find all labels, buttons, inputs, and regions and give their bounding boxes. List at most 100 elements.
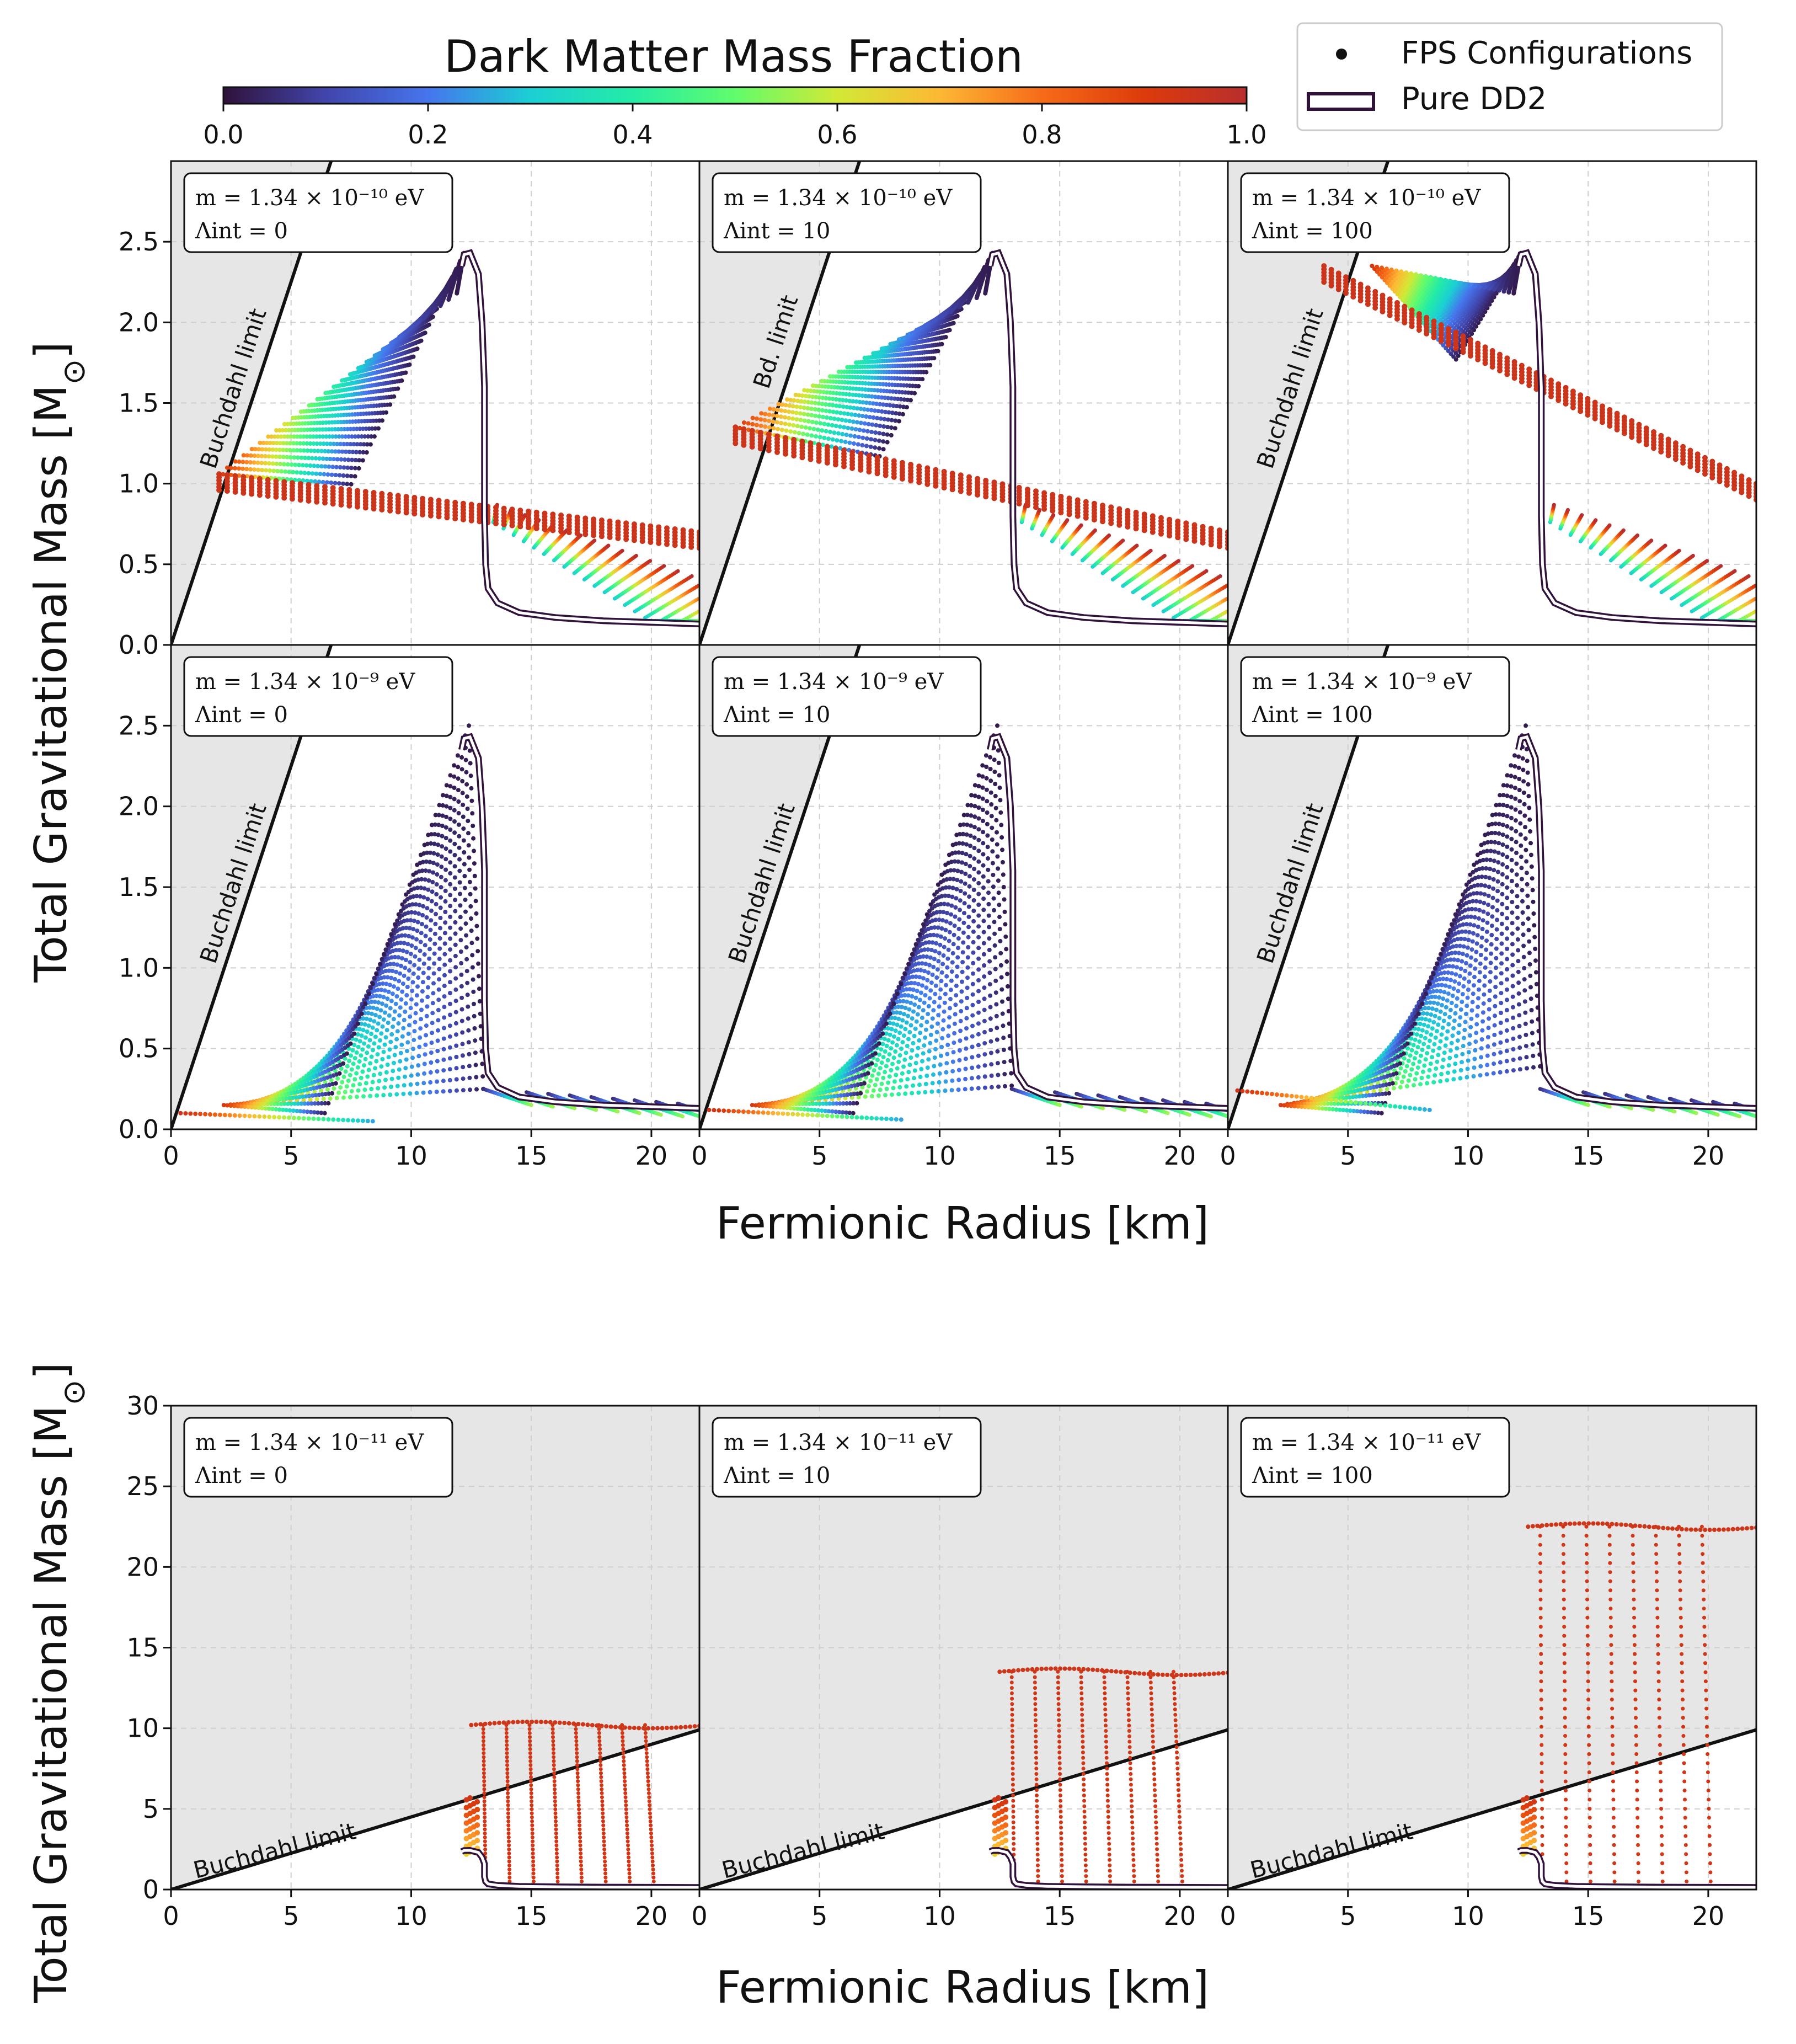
fps-point: [889, 433, 894, 437]
fps-point: [809, 413, 814, 418]
fps-point: [320, 456, 325, 461]
fps-point: [799, 455, 805, 461]
fps-point: [795, 398, 800, 403]
fps-point: [839, 439, 844, 444]
fps-point: [890, 410, 895, 415]
fps-point: [830, 423, 835, 428]
fps-point: [285, 434, 290, 439]
fps-point: [836, 369, 841, 374]
fps-point: [436, 514, 442, 520]
fps-point: [1441, 343, 1446, 348]
fps-point: [873, 437, 878, 442]
fps-point: [991, 495, 997, 501]
fps-point: [862, 421, 867, 426]
fps-point: [815, 389, 820, 394]
fps-point: [275, 469, 280, 473]
fps-point: [354, 426, 359, 431]
fps-point: [975, 492, 981, 498]
fps-point: [304, 478, 309, 483]
fps-point: [829, 444, 834, 449]
fps-point: [819, 378, 824, 383]
fps-point: [550, 527, 556, 533]
fps-point: [1218, 574, 1222, 578]
fps-point: [411, 511, 418, 517]
fps-point: [1162, 553, 1167, 558]
fps-point: [1058, 510, 1064, 516]
fps-point: [863, 393, 868, 398]
fps-point: [314, 427, 319, 432]
fps-point: [446, 297, 451, 302]
fps-point: [820, 396, 825, 401]
fps-point: [287, 469, 292, 474]
fps-point: [340, 434, 345, 439]
fps-point: [811, 426, 816, 431]
fps-point: [908, 398, 913, 403]
fps-point: [379, 507, 385, 513]
fps-point: [311, 441, 316, 446]
fps-point: [893, 418, 898, 423]
fps-point: [350, 450, 355, 455]
fps-point: [1133, 526, 1139, 532]
fps-point: [741, 442, 747, 448]
fps-point: [855, 406, 860, 411]
fps-point: [403, 510, 409, 516]
fps-point: [834, 403, 839, 408]
fps-point: [493, 521, 499, 526]
fps-point: [272, 434, 277, 439]
fps-point: [999, 497, 1006, 503]
fps-point: [277, 447, 282, 452]
fps-point: [358, 442, 363, 447]
fps-point: [851, 419, 856, 424]
fps-point: [889, 396, 894, 401]
fps-point: [1175, 535, 1181, 541]
fps-point: [767, 406, 772, 411]
fps-point: [837, 391, 842, 396]
fps-point: [346, 503, 352, 509]
fps-point: [295, 448, 300, 453]
fps-point: [333, 449, 338, 454]
fps-point: [746, 421, 751, 426]
fps-point: [763, 412, 768, 417]
fps-point: [848, 405, 853, 410]
fps-point: [888, 403, 892, 408]
fps-point: [311, 434, 316, 439]
fps-point: [821, 414, 826, 419]
fps-point: [827, 396, 832, 401]
fps-point: [1141, 527, 1147, 533]
fps-point: [805, 412, 810, 417]
fps-point: [620, 548, 624, 553]
fps-point: [300, 463, 305, 468]
fps-point: [317, 434, 322, 439]
fps-point: [806, 419, 811, 424]
fps-point: [319, 449, 324, 453]
fps-point: [302, 448, 307, 453]
fps-point: [802, 418, 807, 423]
fps-point: [1093, 528, 1097, 532]
fps-point: [881, 447, 886, 452]
fps-point: [304, 434, 309, 439]
fps-point: [817, 395, 822, 400]
fps-point: [361, 442, 366, 447]
y-tick-label: 1.0: [119, 469, 159, 499]
fps-point: [305, 428, 310, 433]
fps-point: [346, 457, 351, 462]
fps-point: [888, 341, 893, 346]
fps-point: [574, 530, 580, 536]
fps-point: [858, 467, 864, 473]
fps-point: [295, 434, 300, 439]
fps-point: [778, 414, 783, 419]
fps-point: [847, 440, 852, 445]
fps-point: [879, 409, 884, 414]
fps-point: [824, 396, 828, 401]
fps-point: [328, 441, 333, 446]
fps-point: [304, 463, 309, 468]
fps-point: [249, 447, 254, 451]
fps-point: [785, 397, 789, 402]
fps-point: [258, 440, 263, 445]
fps-point: [345, 426, 350, 431]
fps-point: [857, 413, 862, 418]
fps-point: [314, 434, 319, 439]
fps-point: [279, 434, 284, 439]
